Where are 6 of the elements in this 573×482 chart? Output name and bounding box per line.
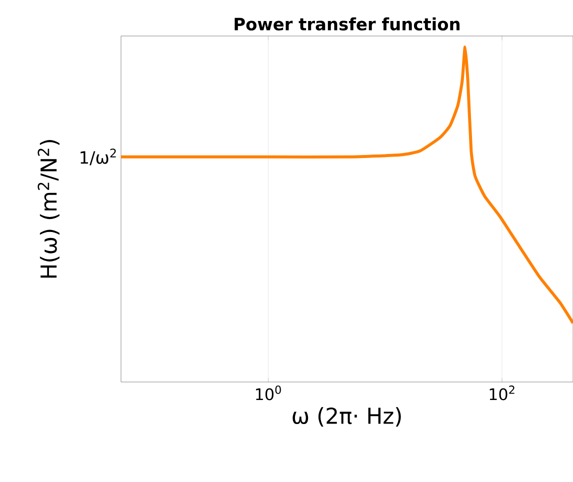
- chart-title: Power transfer function: [234, 17, 460, 30]
- x-tick-label: 10$^{2}$: [490, 386, 514, 400]
- annotation: 1/ω$^{2}$: [80, 148, 116, 166]
- y-axis-title: H(ω) (m$^{2}$/N$^{2}$): [38, 140, 60, 278]
- x-axis-title: ω (2π· Hz): [292, 407, 401, 427]
- x-tick-label: 10$^{0}$: [256, 386, 281, 400]
